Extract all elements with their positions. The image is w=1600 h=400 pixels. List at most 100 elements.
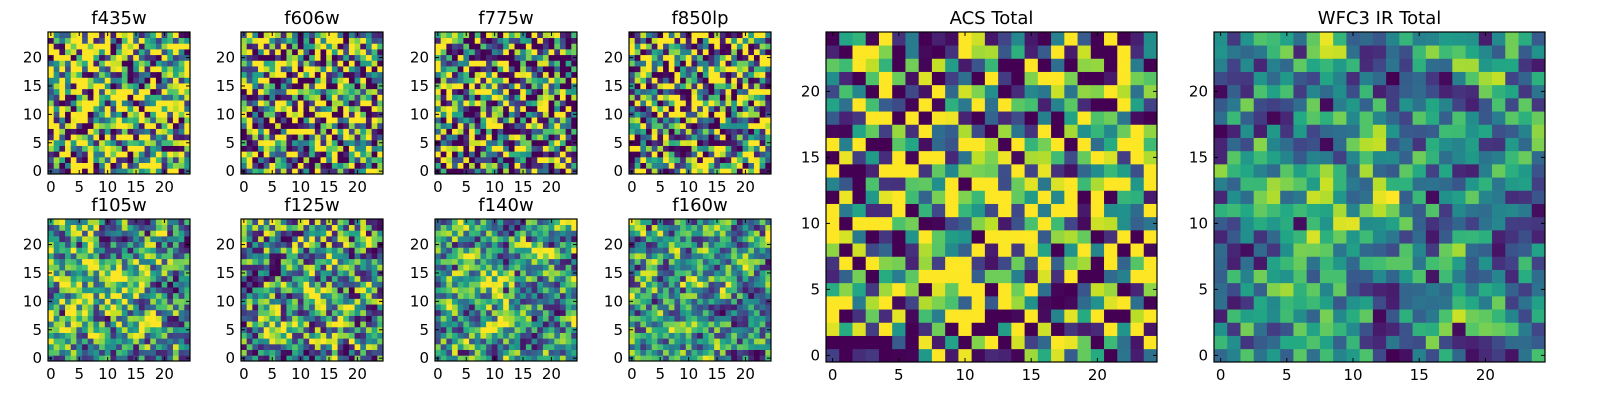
heatmap-cell (326, 94, 333, 101)
heatmap-cell (508, 236, 515, 243)
heatmap-cell (144, 253, 151, 260)
heatmap-cell (172, 247, 179, 254)
heatmap-cell (104, 66, 111, 73)
heatmap-cell (731, 88, 738, 95)
heatmap-cell (668, 54, 675, 61)
heatmap-cell (309, 122, 316, 129)
heatmap-cell (303, 236, 310, 243)
heatmap-cell (292, 275, 299, 282)
heatmap-cell (748, 94, 755, 101)
heatmap-cell (65, 151, 72, 158)
heatmap-cell (674, 94, 681, 101)
heatmap-cell (765, 315, 772, 322)
heatmap-cell (725, 309, 732, 316)
heatmap-cell (435, 100, 442, 107)
heatmap-cell (348, 247, 355, 254)
x-tick-label: 10 (485, 365, 504, 383)
heatmap-cell (172, 145, 179, 152)
heatmap-cell (719, 151, 726, 158)
heatmap-cell (121, 156, 128, 163)
heatmap-cell (708, 83, 715, 90)
heatmap-cell (297, 338, 304, 345)
heatmap-cell (559, 156, 566, 163)
heatmap-cell (65, 349, 72, 356)
heatmap-cell (331, 287, 338, 294)
heatmap-cell (354, 43, 361, 50)
heatmap-cell (93, 321, 100, 328)
heatmap-cell (104, 43, 111, 50)
heatmap-cell (138, 77, 145, 84)
heatmap-cell (719, 134, 726, 141)
heatmap-cell (99, 156, 106, 163)
heatmap-cell (435, 88, 442, 95)
heatmap-cell (360, 54, 367, 61)
heatmap-cell (337, 304, 344, 311)
heatmap-cell (497, 88, 504, 95)
heatmap-cell (127, 83, 134, 90)
heatmap-cell (82, 105, 89, 112)
heatmap-cell (571, 332, 578, 339)
heatmap-cell (680, 100, 687, 107)
heatmap-cell (554, 105, 561, 112)
heatmap-cell (542, 315, 549, 322)
heatmap-cell (309, 343, 316, 350)
heatmap-cell (731, 32, 738, 39)
heatmap-cell (275, 60, 282, 67)
heatmap-cell (753, 71, 760, 78)
heatmap-cell (144, 247, 151, 254)
heatmap-cell (708, 66, 715, 73)
heatmap-cell (640, 355, 647, 362)
heatmap-cell (360, 321, 367, 328)
heatmap-cell (480, 111, 487, 118)
heatmap-cell (337, 275, 344, 282)
heatmap-cell (59, 338, 66, 345)
heatmap-cell (320, 111, 327, 118)
heatmap-cell (736, 145, 743, 152)
heatmap-cell (121, 111, 128, 118)
heatmap-cell (753, 326, 760, 333)
heatmap-cell (121, 292, 128, 299)
heatmap-cell (742, 111, 749, 118)
heatmap-cell (337, 37, 344, 44)
heatmap-cell (53, 156, 60, 163)
heatmap-cell (452, 168, 459, 175)
heatmap-cell (486, 139, 493, 146)
heatmap-cell (354, 83, 361, 90)
heatmap-cell (486, 281, 493, 288)
heatmap-cell (326, 315, 333, 322)
heatmap-cell (246, 94, 253, 101)
heatmap-cell (161, 60, 168, 67)
plot-frame (628, 31, 772, 175)
heatmap-cell (571, 77, 578, 84)
heatmap-cell (343, 219, 350, 226)
heatmap-cell (452, 88, 459, 95)
heatmap-cell (326, 275, 333, 282)
heatmap-cell (435, 258, 442, 265)
heatmap-cell (702, 332, 709, 339)
heatmap-cell (65, 315, 72, 322)
heatmap-cell (525, 304, 532, 311)
heatmap-cell (463, 298, 470, 305)
heatmap-cell (258, 66, 265, 73)
heatmap-cell (275, 236, 282, 243)
heatmap-cell (719, 355, 726, 362)
heatmap-cell (286, 151, 293, 158)
heatmap-cell (646, 332, 653, 339)
heatmap-cell (269, 287, 276, 294)
heatmap-cell (161, 304, 168, 311)
heatmap-cell (668, 168, 675, 175)
heatmap-cell (742, 275, 749, 282)
heatmap-cell (503, 71, 510, 78)
heatmap-cell (365, 264, 372, 271)
heatmap-cell (280, 275, 287, 282)
heatmap-cell (725, 105, 732, 112)
heatmap-cell (680, 275, 687, 282)
heatmap-cell (314, 343, 321, 350)
heatmap-cell (651, 355, 658, 362)
heatmap-cell (680, 54, 687, 61)
heatmap-cell (748, 162, 755, 169)
heatmap-cell (559, 355, 566, 362)
heatmap-cell (360, 168, 367, 175)
heatmap-cell (297, 247, 304, 254)
heatmap-cell (463, 264, 470, 271)
